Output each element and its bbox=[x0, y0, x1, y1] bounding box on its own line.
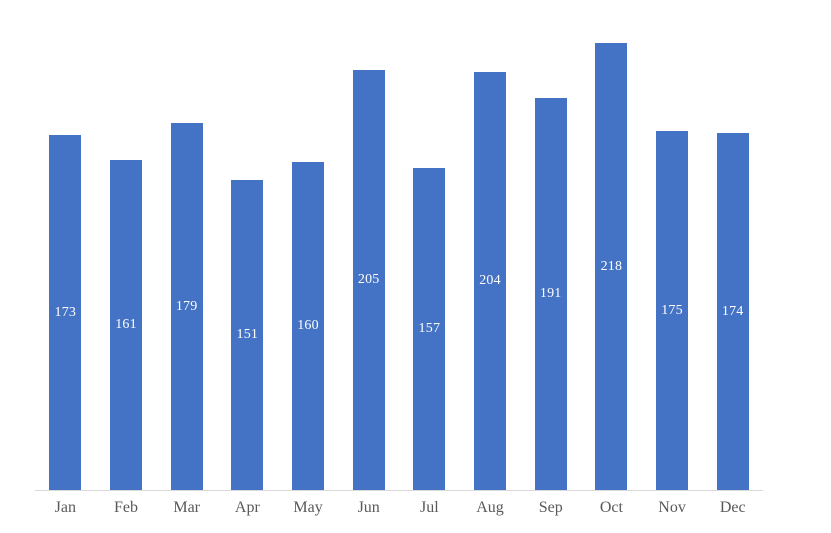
data-label-oct: 218 bbox=[600, 258, 623, 274]
bar-slot-feb: 161 bbox=[96, 0, 157, 490]
bar-slot-may: 160 bbox=[278, 0, 339, 490]
x-tick-jul: Jul bbox=[420, 499, 439, 516]
bar-aug[interactable]: 204 bbox=[474, 72, 507, 490]
bar-mar[interactable]: 179 bbox=[170, 123, 203, 490]
bar-slot-jan: 173 bbox=[35, 0, 96, 490]
data-label-sep: 191 bbox=[539, 286, 562, 301]
bar-slot-dec: 174 bbox=[702, 0, 763, 490]
x-tick-aug: Aug bbox=[476, 499, 504, 516]
bar-series: 173 161 179 151 160 205 157 204 191 218 175 174 bbox=[35, 0, 763, 490]
bar-jun[interactable]: 205 bbox=[352, 70, 385, 490]
bar-slot-jun: 205 bbox=[338, 0, 399, 490]
data-label-nov: 175 bbox=[661, 302, 683, 318]
x-tick-apr: Apr bbox=[234, 499, 260, 516]
bar-nov[interactable]: 175 bbox=[656, 131, 689, 490]
x-tick-jan: Jan bbox=[54, 499, 76, 516]
bar-slot-sep: 191 bbox=[520, 0, 581, 490]
x-tick-oct: Oct bbox=[599, 499, 623, 516]
x-axis-tick-labels: Jan Feb Mar Apr May Jun Jul Aug Sep Oct Nov Dec bbox=[35, 491, 763, 516]
bar-dec[interactable]: 174 bbox=[716, 133, 749, 490]
bar-sep[interactable]: 191 bbox=[534, 98, 567, 490]
data-label-jan: 173 bbox=[54, 304, 77, 320]
bar-jul[interactable]: 157 bbox=[413, 168, 446, 490]
bar-may[interactable]: 160 bbox=[292, 162, 325, 490]
data-label-apr: 151 bbox=[236, 327, 259, 342]
bar-slot-mar: 179 bbox=[156, 0, 217, 490]
data-label-jul: 157 bbox=[418, 321, 441, 336]
plot-area: 173 161 179 151 160 205 157 204 191 218 175 174 bbox=[35, 0, 763, 491]
bar-slot-nov: 175 bbox=[642, 0, 703, 490]
x-tick-jun: Jun bbox=[357, 499, 380, 516]
bar-oct[interactable]: 218 bbox=[595, 43, 628, 490]
bar-jan[interactable]: 173 bbox=[49, 135, 82, 490]
bar-feb[interactable]: 161 bbox=[110, 160, 142, 490]
data-label-dec: 174 bbox=[721, 303, 744, 319]
x-tick-nov: Nov bbox=[658, 499, 686, 516]
data-label-feb: 161 bbox=[115, 317, 137, 332]
x-tick-may: May bbox=[293, 499, 323, 516]
x-tick-sep: Sep bbox=[538, 499, 563, 516]
bar-slot-apr: 151 bbox=[217, 0, 278, 490]
bar-slot-jul: 157 bbox=[399, 0, 460, 490]
data-label-jun: 205 bbox=[357, 272, 380, 287]
x-tick-mar: Mar bbox=[173, 499, 200, 516]
data-label-aug: 204 bbox=[479, 273, 501, 288]
bar-slot-oct: 218 bbox=[581, 0, 642, 490]
x-tick-feb: Feb bbox=[114, 499, 138, 516]
data-label-may: 160 bbox=[297, 318, 319, 333]
x-tick-dec: Dec bbox=[719, 499, 746, 516]
data-label-mar: 179 bbox=[175, 298, 198, 314]
bar-apr[interactable]: 151 bbox=[231, 180, 264, 490]
bar-slot-aug: 204 bbox=[460, 0, 521, 490]
x-axis-line bbox=[35, 490, 763, 491]
